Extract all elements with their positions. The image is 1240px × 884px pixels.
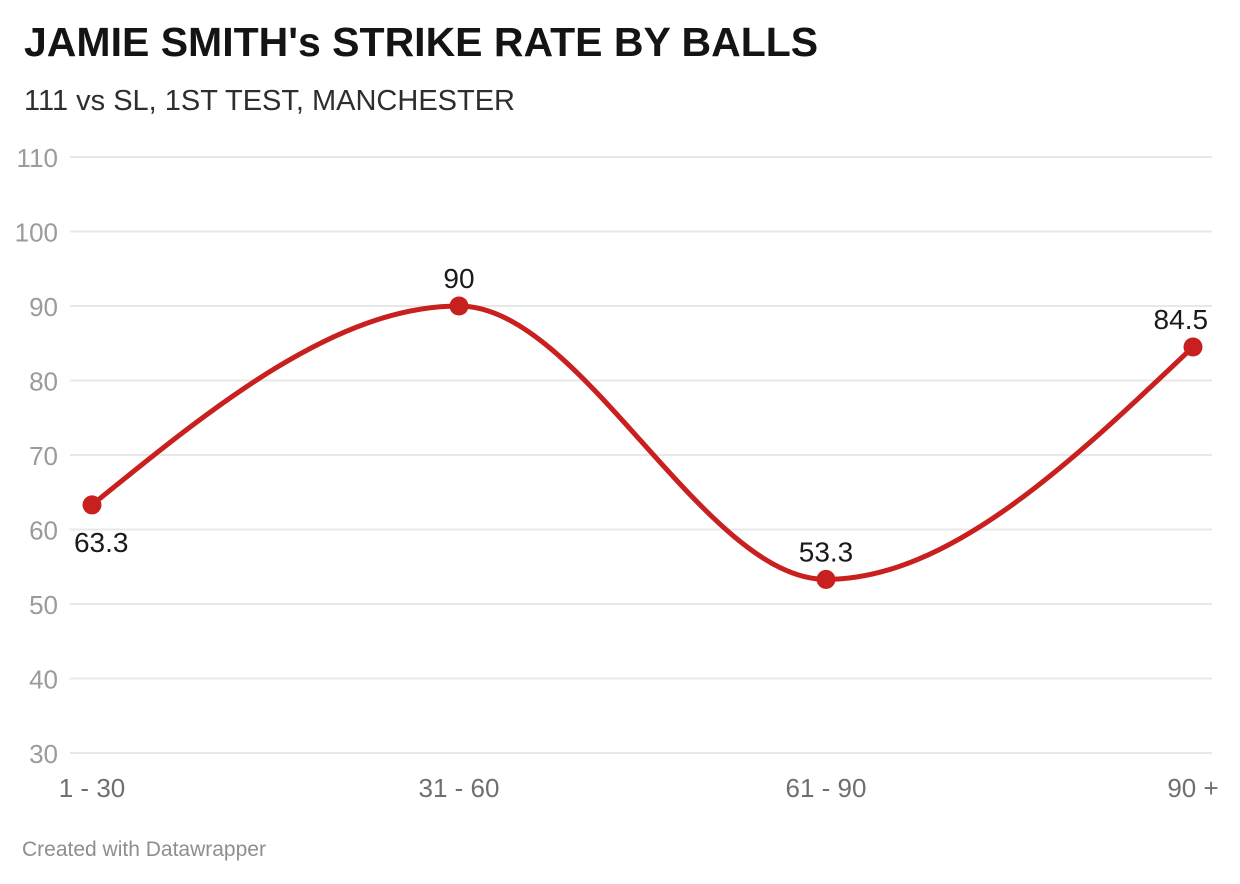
data-point	[816, 569, 836, 589]
y-tick-label: 60	[29, 516, 58, 546]
x-tick-label: 31 - 60	[419, 773, 500, 803]
data-point-label: 84.5	[1154, 304, 1209, 335]
series-line	[89, 303, 1196, 582]
chart-title: JAMIE SMITH's STRIKE RATE BY BALLS	[24, 19, 819, 65]
data-point	[82, 495, 102, 515]
data-point-label: 53.3	[799, 536, 854, 567]
x-tick-label: 90 +	[1167, 773, 1218, 803]
y-tick-label: 100	[15, 218, 58, 248]
y-tick-label: 30	[29, 739, 58, 769]
y-tick-label: 50	[29, 590, 58, 620]
y-tick-label: 70	[29, 441, 58, 471]
data-point	[1183, 337, 1203, 357]
data-point-label: 63.3	[74, 527, 129, 558]
chart-subtitle: 111 vs SL, 1ST TEST, MANCHESTER	[24, 85, 516, 117]
y-tick-label: 90	[29, 292, 58, 322]
datawrapper-credit-link[interactable]: Created with Datawrapper	[22, 838, 266, 861]
y-tick-label: 40	[29, 665, 58, 695]
x-tick-label: 61 - 90	[786, 773, 867, 803]
y-tick-label: 80	[29, 367, 58, 397]
x-tick-label: 1 - 30	[59, 773, 126, 803]
data-point	[449, 296, 469, 316]
y-tick-label: 110	[17, 143, 58, 173]
data-point-label: 90	[443, 263, 474, 294]
